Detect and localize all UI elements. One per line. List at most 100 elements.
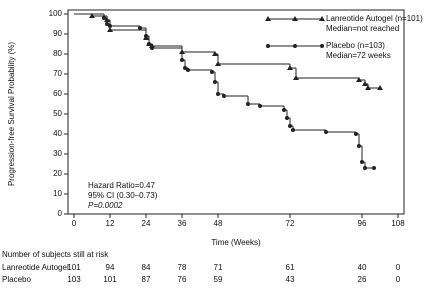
y-tick-label: 10 — [53, 189, 62, 198]
censor-marker — [287, 65, 293, 70]
censor-marker — [285, 116, 289, 120]
censor-marker — [107, 27, 113, 32]
legend-note: Median=72 weeks — [326, 51, 391, 60]
x-axis-title: Time (Weeks) — [211, 238, 261, 247]
at-risk-count: 101 — [67, 263, 81, 272]
x-tick-label: 96 — [358, 219, 367, 228]
at-risk-count: 43 — [286, 275, 295, 284]
y-tick-label: 80 — [53, 49, 62, 58]
legend-marker — [320, 44, 324, 48]
at-risk-count: 76 — [178, 275, 187, 284]
x-tick-label: 108 — [391, 219, 405, 228]
at-risk-count: 78 — [178, 263, 187, 272]
at-risk-row-label: Placebo — [2, 275, 31, 284]
at-risk-count: 84 — [142, 263, 151, 272]
series — [74, 13, 376, 170]
censor-marker — [291, 128, 295, 132]
y-tick-label: 20 — [53, 169, 62, 178]
at-risk-count: 103 — [67, 275, 81, 284]
censor-marker — [215, 61, 221, 66]
step-segment — [295, 68, 359, 79]
legend-label: Lanreotide Autogel (n=101) — [326, 14, 423, 23]
censor-marker — [324, 130, 328, 134]
step-segment — [217, 82, 224, 95]
y-tick-label: 90 — [53, 29, 62, 38]
y-tick-label: 40 — [53, 129, 62, 138]
annotation: Hazard Ratio=0.47 — [88, 181, 155, 190]
censor-marker — [105, 22, 109, 26]
step-segment — [247, 96, 260, 105]
censor-marker — [186, 68, 190, 72]
y-axis-title: Progression-free Survival Probability (%… — [7, 42, 16, 186]
at-risk-count: 26 — [358, 275, 367, 284]
censor-marker — [183, 66, 187, 70]
censor-marker — [150, 46, 154, 50]
y-tick-label: 60 — [53, 89, 62, 98]
y-tick-label: 0 — [58, 209, 63, 218]
at-risk-row-label: Lanreotide Autogel — [2, 263, 69, 272]
censor-marker — [282, 108, 286, 112]
x-tick-label: 24 — [142, 219, 151, 228]
censor-marker — [108, 24, 112, 28]
censor-marker — [357, 144, 361, 148]
legend-note: Median=not reached — [326, 24, 399, 33]
at-risk-count: 101 — [103, 275, 117, 284]
at-risk-count: 59 — [214, 275, 223, 284]
censor-marker — [102, 16, 106, 20]
step-segment — [325, 130, 356, 133]
censor-marker — [377, 85, 383, 90]
censor-marker — [360, 160, 364, 164]
censor-marker — [246, 102, 250, 106]
legend-marker — [266, 44, 270, 48]
y-tick-label: 70 — [53, 69, 62, 78]
censor-marker — [362, 81, 368, 86]
at-risk-count: 94 — [106, 263, 115, 272]
x-tick-label: 36 — [178, 219, 187, 228]
legend-marker — [293, 44, 297, 48]
legend: Lanreotide Autogel (n=101) Median=not re… — [265, 14, 423, 60]
plot-frame — [67, 9, 405, 215]
y-tick-label: 50 — [53, 109, 62, 118]
at-risk-count: 71 — [214, 263, 223, 272]
step-segment — [361, 146, 365, 163]
censor-marker — [372, 166, 376, 170]
at-risk-title: Number of subjects still at risk — [2, 250, 109, 259]
annotation: P=0.0002 — [88, 201, 123, 210]
y-tick-label: 100 — [49, 9, 63, 18]
censor-marker — [180, 58, 184, 62]
censor-marker — [354, 132, 358, 136]
censor-marker — [356, 77, 362, 82]
step-segment — [259, 104, 284, 107]
step-segment — [181, 46, 215, 53]
censor-marker — [216, 92, 220, 96]
censor-marker — [144, 34, 148, 38]
at-risk-count: 0 — [396, 263, 401, 272]
censor-marker — [213, 80, 217, 84]
legend-marker — [265, 16, 325, 21]
step-segment — [367, 84, 380, 89]
step-segment — [223, 94, 248, 97]
censor-marker — [89, 13, 95, 18]
x-tick-label: 0 — [72, 219, 77, 228]
y-tick-label: 30 — [53, 149, 62, 158]
x-tick-label: 72 — [286, 219, 295, 228]
annotation: 95% CI (0.30–0.73) — [88, 191, 158, 200]
censor-marker — [147, 42, 151, 46]
censor-marker — [210, 70, 214, 74]
at-risk-count: 40 — [358, 263, 367, 272]
step-segment — [109, 24, 140, 27]
step-segment — [217, 54, 290, 65]
censor-marker — [138, 26, 142, 30]
censor-marker — [212, 51, 218, 56]
step-segment — [292, 126, 326, 131]
censor-marker — [363, 166, 367, 170]
censor-marker — [258, 104, 262, 108]
at-risk-count: 87 — [142, 275, 151, 284]
censor-marker — [365, 85, 371, 90]
x-tick-label: 48 — [214, 219, 223, 228]
censor-marker — [293, 75, 299, 80]
step-segment — [151, 44, 182, 47]
legend-label: Placebo (n=103) — [326, 41, 385, 50]
at-risk-count: 61 — [286, 263, 295, 272]
